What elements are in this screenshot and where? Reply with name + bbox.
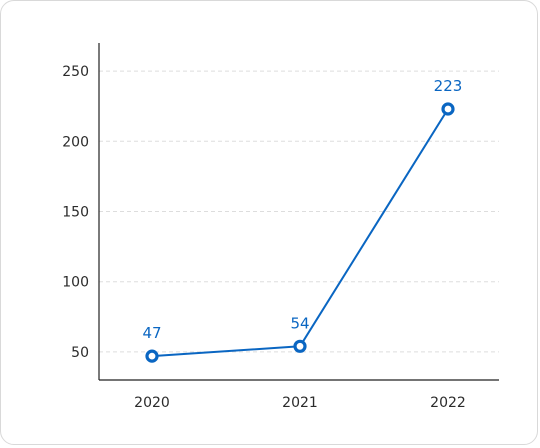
x-tick-label: 2021	[282, 395, 318, 411]
y-tick-label: 150	[62, 205, 89, 221]
y-tick-label: 250	[62, 64, 89, 80]
data-point	[293, 339, 307, 353]
axes	[98, 43, 499, 381]
x-tick-label: 2020	[134, 395, 170, 411]
y-tick-label: 100	[62, 275, 89, 291]
y-tick-label: 50	[71, 345, 89, 361]
data-label: 54	[290, 314, 309, 332]
y-tick-label: 200	[62, 134, 89, 150]
data-label: 47	[142, 324, 161, 342]
data-labels: 47 54 223	[142, 77, 462, 342]
data-point	[145, 349, 159, 363]
series-group	[145, 102, 455, 363]
x-tick-labels: 2020 2021 2022	[134, 395, 466, 411]
data-point	[441, 102, 455, 116]
y-tick-labels: 50 100 150 200 250	[62, 64, 89, 361]
data-label: 223	[434, 77, 463, 95]
gridlines	[99, 70, 499, 353]
x-tick-label: 2022	[430, 395, 466, 411]
